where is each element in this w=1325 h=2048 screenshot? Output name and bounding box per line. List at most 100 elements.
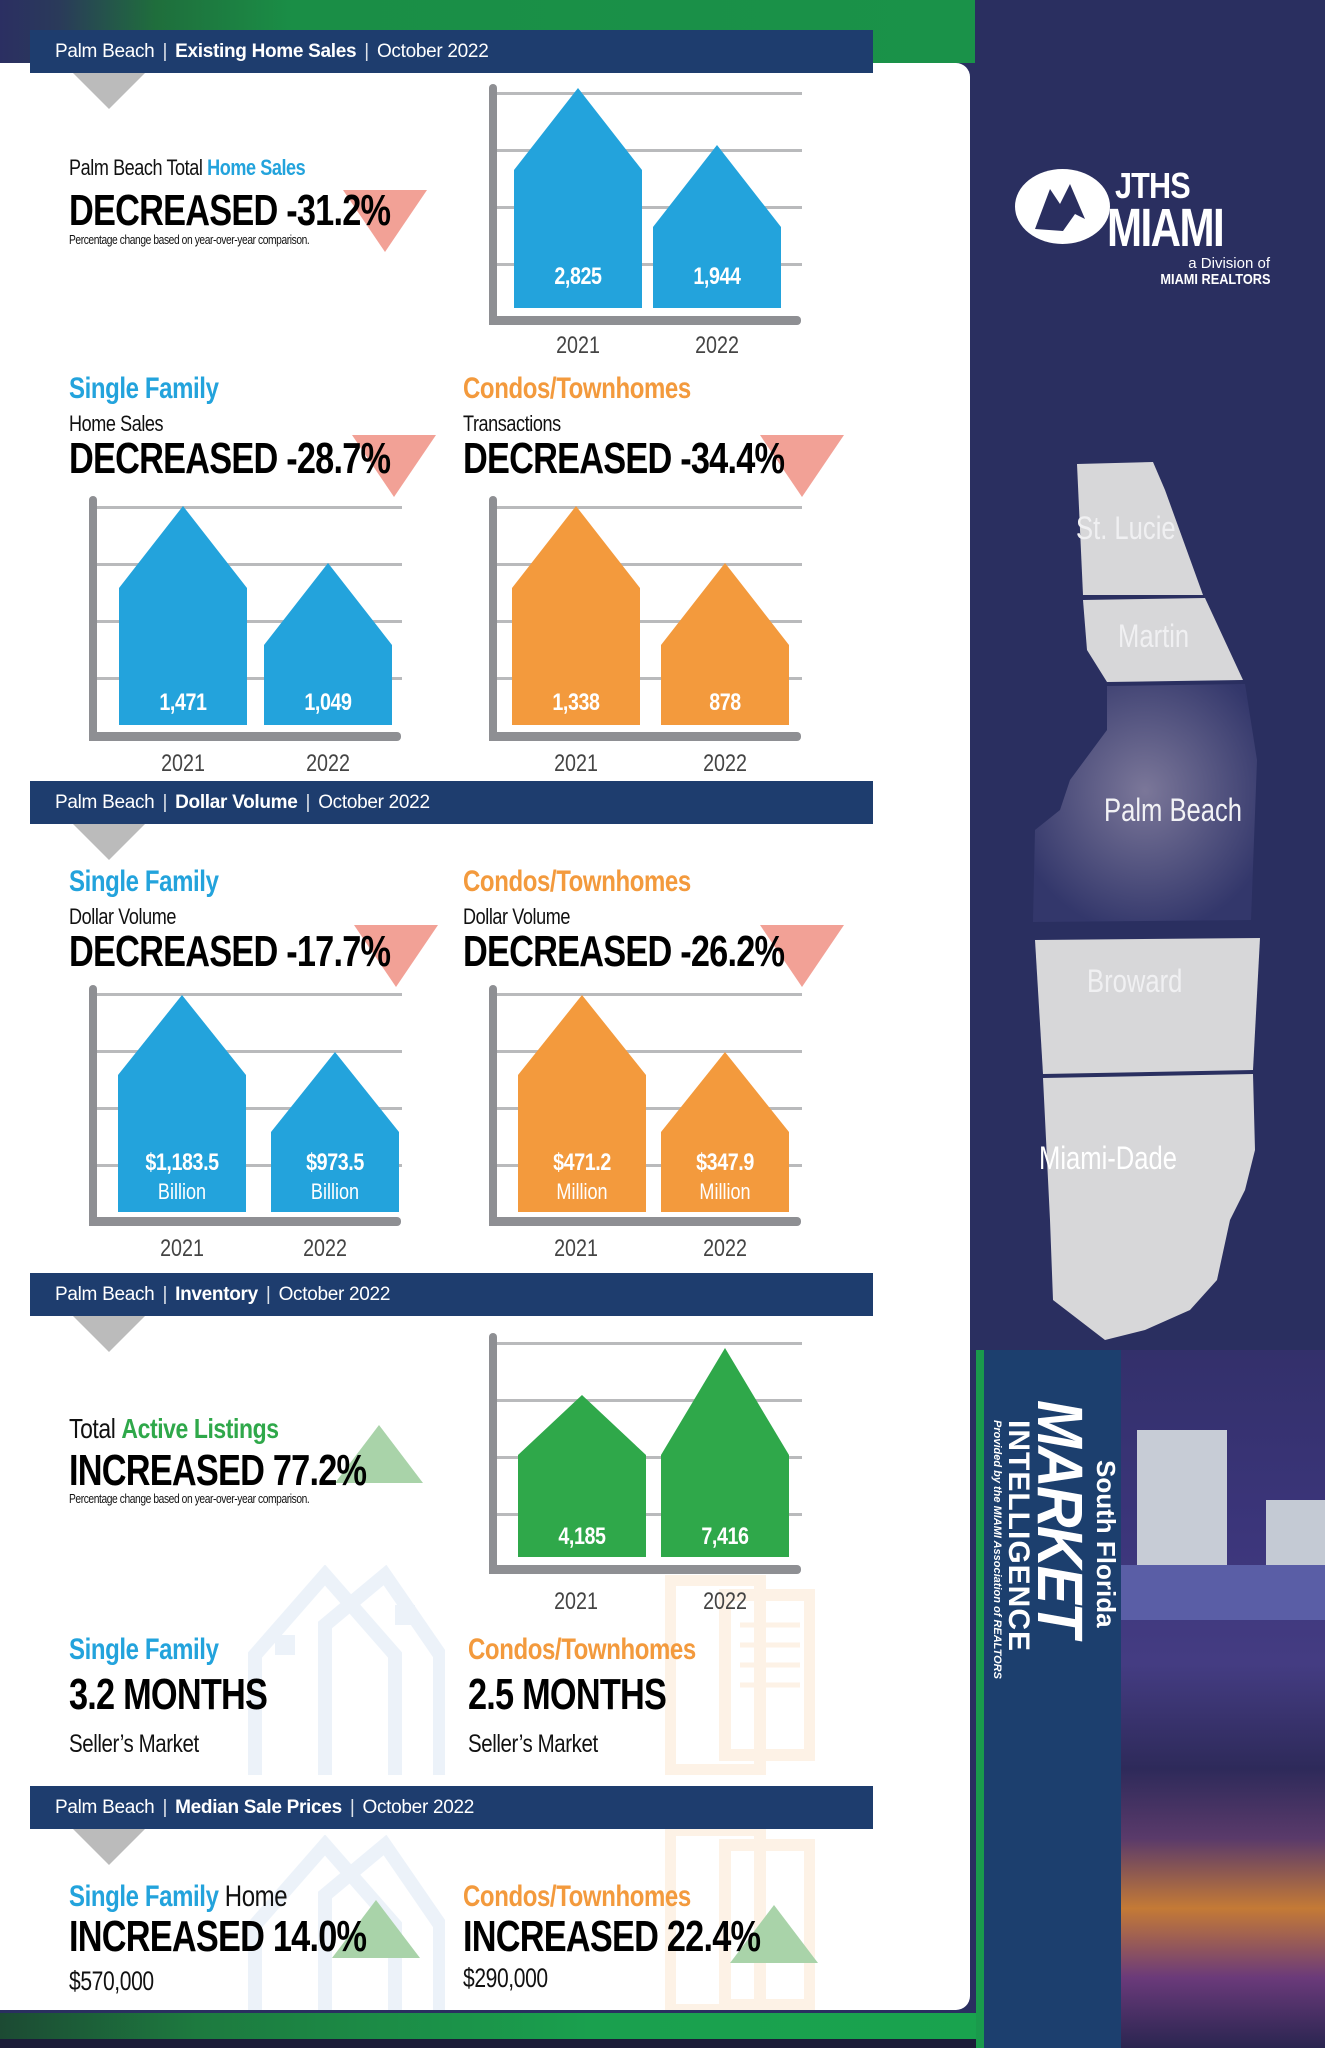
chart-sf-dollar-volume: $1,183.5 Billion $973.5 Billion 2021 202… [89,985,404,1275]
brand-rotated: South Florida MARKET INTELLIGENCE Provid… [984,1350,1121,2048]
total-sales-note: Percentage change based on year-over-yea… [69,233,310,247]
logo-miami-realtors: MIAMI REALTORS [1159,271,1270,288]
x-label: 2021 [554,750,598,777]
header-separator: | [265,1284,271,1305]
chart-condo-transactions: 1,338 878 2021 2022 [489,496,804,786]
bar-2021: $471.2 Million [518,995,646,1212]
x-label: 2021 [161,750,205,777]
chart-total-home-sales: 2,825 1,944 2021 2022 [489,84,804,374]
listings-headline: INCREASED 77.2% [69,1446,367,1495]
x-label: 2022 [695,332,739,359]
condo-volume-category: Condos/Townhomes [463,865,691,898]
header-region: Palm Beach [55,1284,155,1305]
decrease-arrow-icon [352,435,436,497]
x-label: 2021 [554,1588,598,1615]
sf-sales-subtitle: Home Sales [69,411,164,436]
bar-2022: 7,416 [661,1348,789,1557]
logo-mark-icon [1015,169,1110,244]
listings-note: Percentage change based on year-over-yea… [69,1492,310,1506]
bar-2021: 2,825 [514,88,642,308]
section-notch-icon [73,73,145,109]
green-accent-line [976,1350,984,2048]
sf-volume-headline: DECREASED -17.7% [69,927,391,976]
section-header-existing-home-sales: Palm Beach | Existing Home Sales | October 2… [30,30,873,73]
bar-2021: 1,338 [512,506,640,725]
x-label: 2021 [160,1235,204,1262]
condo-median-headline: INCREASED 22.4% [463,1912,761,1961]
sf-median-category: Single Family Home [69,1880,288,1913]
bar-2022: 1,944 [653,145,781,308]
section-header-inventory: Palm Beach | Inventory | October 2022 [30,1273,873,1316]
sf-supply-category: Single Family [69,1633,219,1666]
jths-miami-logo: JTHS MIAMI a Division of MIAMI REALTORS [1015,165,1275,295]
increase-arrow-icon [332,1900,420,1958]
map-label-st-lucie: St. Lucie [1076,510,1176,546]
header-separator: | [305,792,311,813]
map-st-lucie [1077,462,1203,595]
map-label-palm-beach: Palm Beach [1104,792,1243,828]
header-region: Palm Beach [55,41,155,62]
header-separator: | [364,41,369,62]
condo-volume-subtitle: Dollar Volume [463,904,570,929]
map-label-martin: Martin [1118,618,1190,654]
sf-volume-subtitle: Dollar Volume [69,904,176,929]
sf-sales-category: Single Family [69,372,219,405]
header-separator: | [162,41,168,62]
city-night-photo [1121,1350,1325,2048]
sf-sales-headline: DECREASED -28.7% [69,434,391,483]
map-label-broward: Broward [1087,963,1183,999]
x-label: 2022 [703,1588,747,1615]
header-separator: | [162,1284,168,1305]
x-label: 2022 [703,750,747,777]
header-topic: Median Sale Prices [175,1797,342,1818]
building-shape [1137,1430,1227,1570]
house-illustration [248,1565,445,1775]
x-label: 2021 [554,1235,598,1262]
decrease-arrow-icon [760,435,844,497]
section-header-median-sale-prices: Palm Beach | Median Sale Prices | October 20… [30,1786,873,1829]
condo-illustration [665,1575,815,1775]
header-separator: | [162,792,168,813]
map-miami-dade [1043,1074,1255,1340]
bar-2022: $347.9 Million [661,1052,789,1212]
condo-median-price: $290,000 [463,1963,548,1993]
logo-miami: MIAMI [1107,198,1225,258]
header-topic: Inventory [175,1284,258,1305]
bridge-shape [1121,1565,1325,1620]
x-label: 2021 [556,332,600,359]
header-separator: | [162,1797,168,1818]
header-region: Palm Beach [55,792,155,813]
sf-median-headline: INCREASED 14.0% [69,1912,367,1961]
total-sales-title: Palm Beach Total Home Sales [69,155,306,180]
chart-condo-dollar-volume: $471.2 Million $347.9 Million 2021 2022 [489,985,804,1275]
decrease-arrow-icon [343,190,427,252]
chart-active-listings: 4,185 7,416 2021 2022 [489,1333,804,1633]
bar-2021: $1,183.5 Billion [118,995,246,1212]
chart-sf-home-sales: 1,471 1,049 2021 2022 [89,496,404,786]
header-separator: | [349,1797,355,1818]
sf-supply-value: 3.2 MONTHS [69,1670,268,1719]
map-martin [1083,598,1243,682]
condo-sales-subtitle: Transactions [463,411,561,436]
logo-jths: JTHS [1115,165,1191,206]
map-label-miami-dade: Miami-Dade [1039,1140,1177,1176]
map-broward [1035,938,1260,1074]
brand-intelligence: INTELLIGENCE [1002,1420,1035,1653]
condo-sales-headline: DECREASED -34.4% [463,434,785,483]
increase-arrow-icon [730,1905,818,1963]
sf-median-price: $570,000 [69,1966,154,1996]
x-label: 2022 [303,1235,347,1262]
x-label: 2022 [703,1235,747,1262]
header-period: October 2022 [376,41,489,62]
bar-2022: 1,049 [264,563,392,725]
bar-2021: 1,471 [119,506,247,725]
bar-2021: 4,185 [518,1395,646,1557]
total-sales-headline: DECREASED -31.2% [69,186,391,235]
decrease-arrow-icon [354,925,438,987]
sf-volume-category: Single Family [69,865,219,898]
increase-arrow-icon [335,1425,423,1483]
x-label: 2022 [306,750,350,777]
header-period: October 2022 [318,792,430,813]
condo-volume-headline: DECREASED -26.2% [463,927,785,976]
condo-sales-category: Condos/Townhomes [463,372,691,405]
